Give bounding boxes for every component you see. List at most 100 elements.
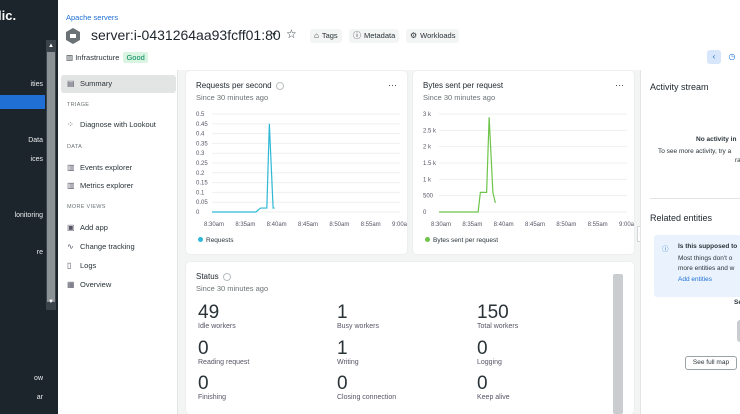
- card-subtitle: Since 30 minutes ago: [423, 93, 496, 102]
- y-tick-label: 0.3: [196, 151, 205, 157]
- stat-total-workers: 150: [477, 302, 509, 323]
- subnav-overview[interactable]: ▦ Overview: [61, 276, 176, 294]
- page-title: server:i-0431264aa93fcff01:80: [91, 27, 281, 43]
- subnav-logs[interactable]: ▯ Logs: [61, 257, 176, 275]
- note-text-2: more entities and w: [678, 265, 735, 272]
- related-map-node[interactable]: [737, 320, 740, 342]
- chart-icon: ▥: [67, 163, 75, 172]
- chevron-down-icon[interactable]: ▾: [272, 30, 277, 39]
- x-tick-label: 8:45am: [525, 222, 545, 228]
- entity-type-label: Infrastructure: [75, 53, 120, 62]
- y-tick-label: 0.5: [196, 112, 205, 118]
- bytes-per-request-card: 0 500 1 k 1.5 k 2 k 2.5 k 3 k 8:30am 8:35am 8:40a…: [413, 71, 634, 254]
- metadata-button[interactable]: ⓘ Metadata: [349, 29, 400, 43]
- subnav-events-explorer[interactable]: ▥ Events explorer: [61, 159, 176, 177]
- empty-activity-text-2: ra: [735, 157, 740, 164]
- logo: lic.: [0, 8, 17, 23]
- x-tick-label: 9:00a: [392, 222, 407, 228]
- requests-per-second-card: 0 0.05 0.1 0.15 0.2 0.25 0.3 0.35 0.4 0.45 0.5 8:30…: [186, 71, 407, 254]
- breadcrumb[interactable]: Apache servers: [66, 13, 119, 22]
- nav-scrollbar-thumb[interactable]: [47, 52, 55, 302]
- status-scrollbar[interactable]: [613, 274, 623, 414]
- section-data: DATA: [67, 144, 83, 150]
- entity-hexagon-icon: [66, 28, 80, 44]
- chart-legend[interactable]: Requests: [198, 237, 233, 244]
- y-tick-label: 1.5 k: [423, 161, 437, 167]
- subnav-change-tracking[interactable]: ∿ Change tracking: [61, 238, 176, 256]
- y-tick-label: 0: [423, 210, 427, 216]
- more-options-icon[interactable]: ···: [615, 80, 624, 90]
- x-tick-label: 8:50am: [329, 222, 349, 228]
- card-subtitle: Since 30 minutes ago: [196, 93, 269, 102]
- x-tick-label: 8:30am: [204, 222, 224, 228]
- stat-label: Closing connection: [337, 394, 397, 401]
- y-tick-label: 500: [423, 194, 434, 200]
- subnav-add-app[interactable]: ▣ Add app: [61, 219, 176, 237]
- nav-item-monitoring[interactable]: lonitoring: [14, 212, 43, 219]
- subnav-diagnose[interactable]: ⁘ Diagnose with Lookout: [61, 116, 176, 134]
- status-card: Status Since 30 minutes ago ··· 49 Idle …: [186, 262, 634, 414]
- empty-activity-title: No activity in: [696, 136, 737, 143]
- chevron-left-icon[interactable]: ‹: [707, 50, 721, 64]
- info-icon[interactable]: [275, 81, 284, 90]
- nav-item-follow[interactable]: ow: [34, 375, 43, 382]
- app-icon: ▣: [67, 223, 75, 232]
- tags-button[interactable]: ⌂ Tags: [310, 29, 342, 43]
- series-line[interactable]: [439, 117, 496, 213]
- stat-reading-request: 0: [198, 338, 209, 359]
- workloads-icon: ⚙: [410, 31, 418, 40]
- stat-logging: 0: [477, 338, 488, 359]
- card-subtitle: Since 30 minutes ago: [196, 284, 269, 293]
- stat-label: Writing: [337, 359, 359, 366]
- logs-icon: ▯: [67, 261, 72, 270]
- y-tick-label: 3 k: [423, 112, 432, 118]
- scroll-down-icon[interactable]: ▼: [48, 299, 54, 305]
- card-title: Status: [196, 272, 231, 281]
- requests-chart: 0 0.05 0.1 0.15 0.2 0.25 0.3 0.35 0.4 0.45 0.5 8:30…: [196, 112, 407, 228]
- x-tick-label: 8:40am: [494, 222, 514, 228]
- related-entities-note: ⓘ Is this supposed to Most things don't …: [654, 235, 740, 297]
- x-tick-label: 8:30am: [431, 222, 451, 228]
- summary-icon: ▤: [67, 79, 75, 88]
- series-line[interactable]: [212, 123, 275, 213]
- stat-label: Finishing: [198, 394, 227, 401]
- nav-item-bar[interactable]: ar: [36, 394, 43, 401]
- stat-label: Reading request: [198, 359, 250, 366]
- stat-closing-connection: 0: [337, 373, 348, 394]
- y-tick-label: 0.05: [196, 200, 208, 206]
- change-tracking-icon: ∿: [67, 242, 74, 251]
- nav-item-more[interactable]: re: [36, 249, 43, 256]
- activity-panel: Activity stream No activity in To see mo…: [640, 70, 740, 414]
- infrastructure-icon: ▥: [66, 53, 74, 62]
- nav-item-active[interactable]: [0, 95, 45, 109]
- x-tick-label: 8:55am: [588, 222, 608, 228]
- stat-writing: 1: [337, 338, 348, 359]
- stat-label: Keep alive: [477, 394, 510, 401]
- chart-legend[interactable]: Bytes sent per request: [425, 237, 498, 244]
- stat-finishing: 0: [198, 373, 209, 394]
- add-entities-link[interactable]: Add entities: [678, 276, 712, 283]
- stat-keep-alive: 0: [477, 373, 488, 394]
- nav-item-entities[interactable]: ities: [30, 81, 43, 88]
- info-icon[interactable]: [222, 272, 231, 281]
- clock-icon[interactable]: ◷: [725, 50, 739, 64]
- x-tick-label: 8:35am: [462, 222, 482, 228]
- nav-item-services[interactable]: ices: [30, 156, 43, 163]
- more-options-icon[interactable]: ···: [388, 80, 397, 90]
- chart-icon: ▥: [67, 181, 75, 190]
- nav-item-data[interactable]: Data: [28, 137, 43, 144]
- subnav-metrics-explorer[interactable]: ▥ Metrics explorer: [61, 177, 176, 195]
- note-title: Is this supposed to: [678, 243, 738, 250]
- favorite-star-icon[interactable]: ☆: [286, 27, 297, 41]
- y-tick-label: 0.35: [196, 141, 208, 147]
- scroll-up-icon[interactable]: ▲: [48, 43, 54, 49]
- see-full-map-button[interactable]: See full map: [685, 356, 737, 370]
- x-tick-label: 8:35am: [235, 222, 255, 228]
- x-tick-label: 9:00a: [619, 222, 634, 228]
- card-title: Bytes sent per request: [423, 81, 504, 90]
- workloads-button[interactable]: ⚙ Workloads: [406, 29, 460, 43]
- y-tick-label: 0.4: [196, 132, 205, 138]
- subnav-summary[interactable]: ▤ Summary: [61, 75, 176, 93]
- card-title: Requests per second: [196, 81, 284, 90]
- x-tick-label: 8:40am: [267, 222, 287, 228]
